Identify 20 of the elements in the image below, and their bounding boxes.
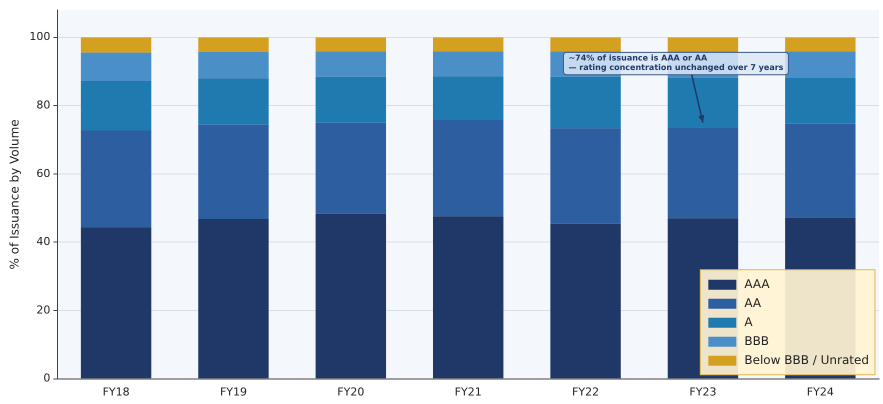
legend-label: AA [744,296,762,310]
annotation: ~74% of issuance is AAA or AA — rating concentration unchanged over 7 years [568,53,784,72]
y-tick-label: 80 [36,98,50,112]
legend-label: AAA [744,276,770,291]
x-tick-label: FY23 [689,385,716,398]
y-tick-label: 20 [36,303,50,316]
y-tick-label: 100 [29,30,50,44]
x-tick-label: FY21 [454,385,482,398]
x-tick-label: FY20 [337,385,364,398]
y-axis-title: % of Issuance by Volume [7,119,22,270]
x-tick-label: FY18 [102,385,130,398]
legend-label: Below BBB / Unrated [744,352,869,367]
y-tick-label: 40 [36,235,50,248]
x-tick-label: FY24 [806,385,834,398]
x-tick-label: FY22 [572,385,600,398]
legend-label: A [744,314,754,329]
y-tick-label: 0 [43,372,50,385]
x-tick-label: FY19 [220,385,247,398]
y-tick-label: 60 [36,166,50,180]
legend-label: BBB [744,334,770,348]
